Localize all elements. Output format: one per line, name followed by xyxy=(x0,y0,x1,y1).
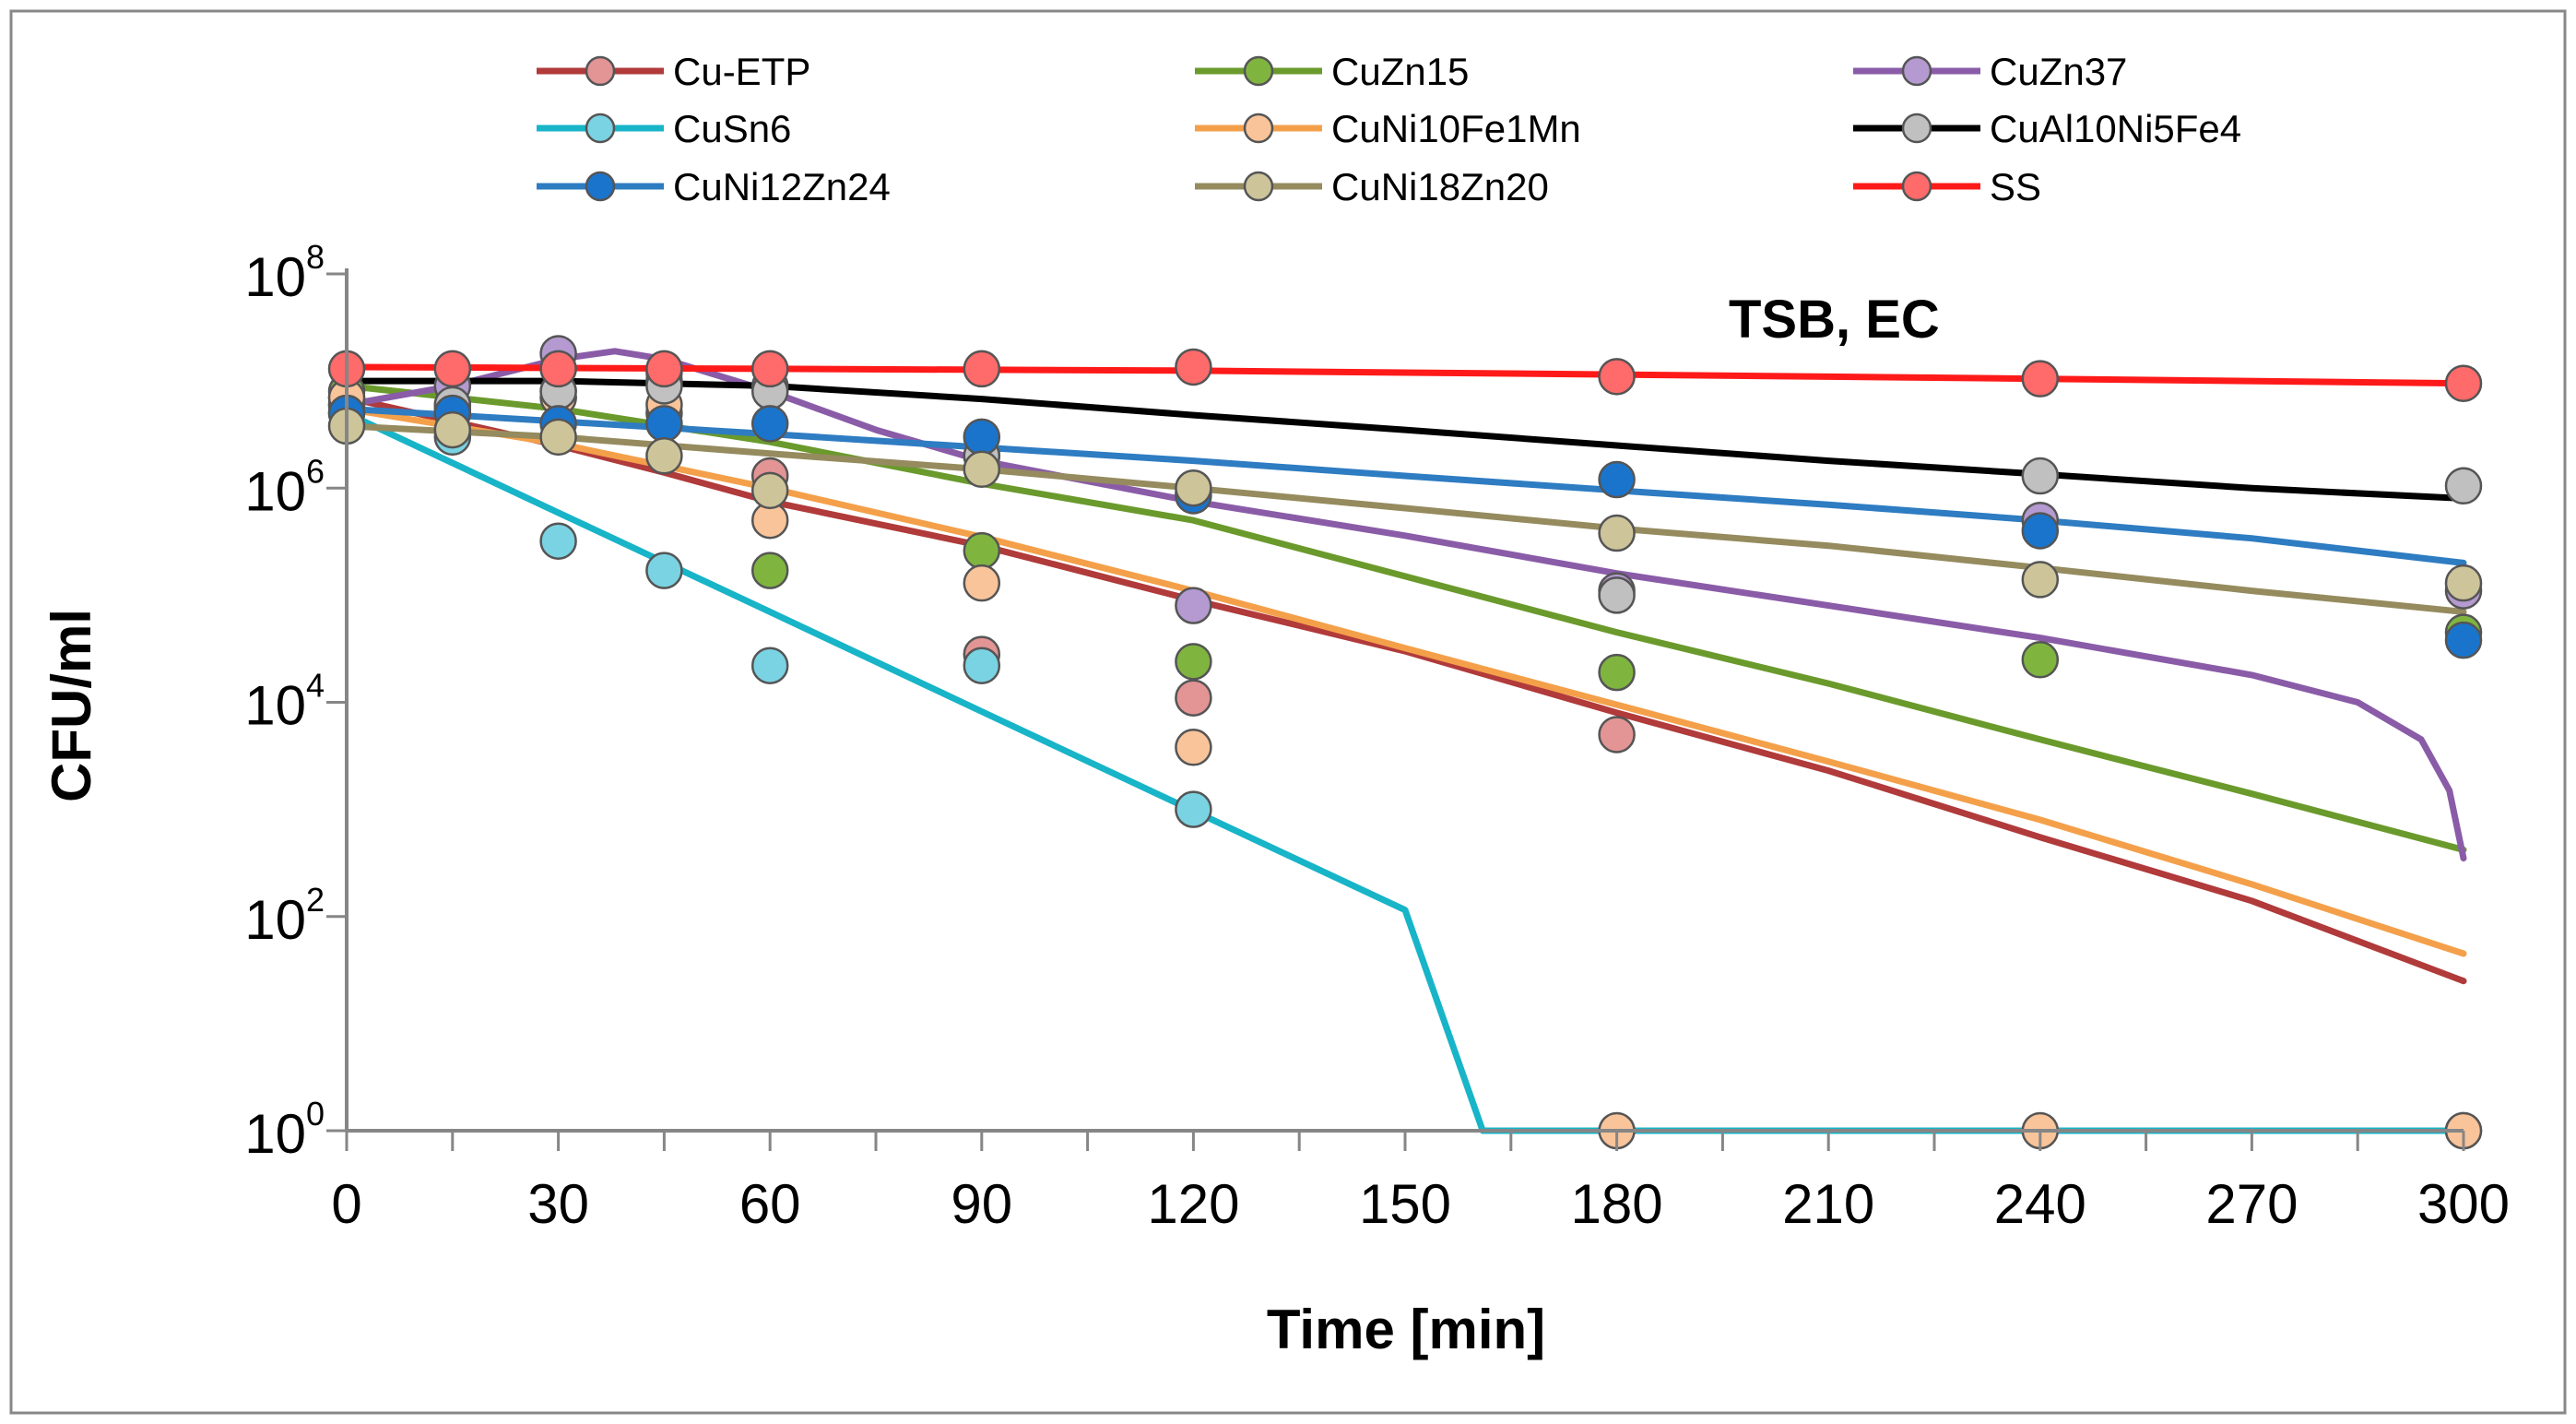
x-ticks: 0 30 60 90 120 150 180 210 240 270 300 xyxy=(331,1131,2510,1235)
data-point-cuni18zn20 xyxy=(433,410,472,449)
fit-line-cuni12zn24 xyxy=(343,405,2467,566)
data-point-cusn6 xyxy=(1175,790,1212,828)
data-point-cuni18zn20 xyxy=(2021,561,2060,599)
data-point-cuni18zn20 xyxy=(539,418,577,457)
data-point-cuni18zn20 xyxy=(2444,564,2483,602)
x-axis-title: Time [min] xyxy=(1267,1299,1545,1360)
y-tick-label: 100 xyxy=(244,1095,325,1165)
x-tick-label: 180 xyxy=(1571,1173,1663,1235)
legend-marker xyxy=(585,171,616,202)
data-point-ss xyxy=(645,350,683,388)
x-tick-label: 0 xyxy=(331,1173,361,1235)
data-point-cuni18zn20 xyxy=(750,471,789,510)
data-point-cusn6 xyxy=(963,647,1001,684)
data-point-ss xyxy=(1598,358,1636,396)
data-point-cuzn15 xyxy=(1175,643,1212,681)
x-tick-label: 30 xyxy=(527,1173,589,1235)
chart-frame xyxy=(9,9,2567,1415)
data-point-ss xyxy=(2021,360,2060,398)
data-point-cuzn15 xyxy=(1598,653,1636,692)
data-point-cuzn15 xyxy=(750,552,789,589)
data-point-cuni18zn20 xyxy=(645,437,683,475)
data-point-cuni12zn24 xyxy=(750,405,789,443)
data-point-cuni10fe1mn xyxy=(1175,729,1212,766)
legend-label: CuNi10Fe1Mn xyxy=(1331,107,1581,150)
data-point-cuni18zn20 xyxy=(1175,469,1212,507)
data-point-cual10ni5fe4 xyxy=(2021,457,2060,495)
data-point-cuni18zn20 xyxy=(963,450,1001,489)
data-point-cu-etp xyxy=(1598,716,1636,754)
data-point-ss xyxy=(2444,364,2483,402)
legend-marker xyxy=(1901,171,1932,202)
data-point-cuni18zn20 xyxy=(1598,514,1636,552)
legend-marker xyxy=(585,55,616,87)
x-tick-label: 120 xyxy=(1147,1173,1239,1235)
data-point-ss xyxy=(963,350,1001,388)
data-point-cuni12zn24 xyxy=(1598,460,1636,499)
legend-marker xyxy=(1243,171,1274,202)
y-tick-label: 102 xyxy=(244,881,325,951)
data-point-cusn6 xyxy=(750,647,789,684)
legend-marker xyxy=(1901,113,1932,144)
fit-line-cuni18zn20 xyxy=(343,422,2467,615)
data-point-cusn6 xyxy=(539,522,577,560)
fit-line-cuni10fe1mn xyxy=(343,405,2467,957)
legend-label: SS xyxy=(1990,165,2041,208)
legend-marker xyxy=(1901,55,1932,87)
legend-label: CuNi18Zn20 xyxy=(1331,165,1549,208)
legend-marker xyxy=(585,113,616,144)
fit-line-cual10ni5fe4 xyxy=(343,377,2467,502)
y-tick-label: 108 xyxy=(244,238,325,308)
x-tick-label: 300 xyxy=(2417,1173,2510,1235)
data-point-cuzn15 xyxy=(2021,641,2060,679)
data-point-cuni12zn24 xyxy=(963,418,1001,457)
data-point-ss xyxy=(1175,348,1212,386)
data-point-cuzn37 xyxy=(1175,587,1212,624)
fit-line-cuzn37 xyxy=(343,348,2467,862)
data-point-cuni12zn24 xyxy=(645,405,683,443)
x-tick-label: 150 xyxy=(1359,1173,1451,1235)
data-point-ss xyxy=(750,350,789,388)
data-point-cu-etp xyxy=(1175,679,1212,717)
legend-label: CuNi12Zn24 xyxy=(673,165,891,208)
legend-label: CuAl10Ni5Fe4 xyxy=(1990,107,2241,150)
x-tick-label: 270 xyxy=(2205,1173,2298,1235)
y-tick-label: 106 xyxy=(244,452,325,522)
legend-label: CuZn37 xyxy=(1990,50,2127,93)
data-point-cual10ni5fe4 xyxy=(2444,467,2483,505)
data-point-cusn6 xyxy=(645,552,683,589)
y-ticks: 100 102 104 106 108 xyxy=(244,238,347,1165)
data-point-cuni12zn24 xyxy=(2021,512,2060,550)
data-markers xyxy=(327,335,2483,1150)
y-tick-label: 104 xyxy=(244,667,325,737)
legend-label: Cu-ETP xyxy=(673,50,810,93)
legend: Cu-ETP CuZn15 CuZn37 CuSn6 CuNi10Fe1Mn CuAl10… xyxy=(537,50,2241,208)
x-tick-label: 90 xyxy=(951,1173,1012,1235)
legend-label: CuSn6 xyxy=(673,107,791,150)
fit-line-ss xyxy=(343,363,2467,387)
data-point-cuni12zn24 xyxy=(2444,621,2483,659)
x-tick-label: 240 xyxy=(1994,1173,2086,1235)
y-axis-title: CFU/ml xyxy=(41,609,102,802)
fit-line-cusn6 xyxy=(343,409,2467,1134)
data-point-cual10ni5fe4 xyxy=(1598,576,1636,614)
legend-label: CuZn15 xyxy=(1331,50,1469,93)
data-point-cuni10fe1mn xyxy=(963,564,1001,602)
data-point-ss xyxy=(433,350,472,388)
legend-marker xyxy=(1243,113,1274,144)
data-point-cuzn15 xyxy=(963,531,1001,570)
chart-annotation: TSB, EC xyxy=(1729,290,1940,350)
x-tick-label: 210 xyxy=(1782,1173,1874,1235)
data-point-ss xyxy=(539,350,577,388)
x-tick-label: 60 xyxy=(739,1173,801,1235)
legend-marker xyxy=(1243,55,1274,87)
